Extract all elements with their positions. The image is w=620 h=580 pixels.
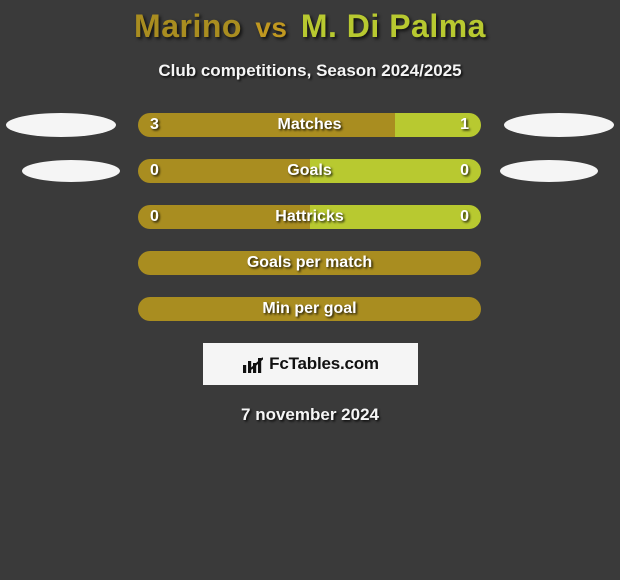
- player2-name: M. Di Palma: [301, 8, 486, 44]
- player-marker-right: [504, 113, 614, 137]
- stat-bar-left-segment: [138, 113, 395, 137]
- brand-text: FcTables.com: [269, 354, 379, 374]
- stat-bar: Goals00: [138, 159, 481, 183]
- stat-bar-left-segment: [138, 251, 481, 275]
- stat-bar: Min per goal: [138, 297, 481, 321]
- player1-name: Marino: [134, 8, 242, 44]
- player-marker-left: [6, 113, 116, 137]
- stat-bar: Matches31: [138, 113, 481, 137]
- stat-bar-left-segment: [138, 205, 310, 229]
- brand-badge: FcTables.com: [203, 343, 418, 385]
- stat-bar-right-segment: [310, 205, 482, 229]
- date-label: 7 november 2024: [0, 405, 620, 425]
- stat-row: Hattricks00: [0, 205, 620, 229]
- stats-rows: Matches31 Goals00 Hattricks00 Goals per mat…: [0, 113, 620, 321]
- stat-bar-left-segment: [138, 159, 310, 183]
- stat-bar-left-segment: [138, 297, 481, 321]
- stat-row: Goals per match: [0, 251, 620, 275]
- stat-bar-right-segment: [310, 159, 482, 183]
- bar-chart-icon: [241, 355, 263, 373]
- stat-bar: Goals per match: [138, 251, 481, 275]
- stat-row: Min per goal: [0, 297, 620, 321]
- stat-row: Matches31: [0, 113, 620, 137]
- stat-bar-right-segment: [395, 113, 481, 137]
- player-marker-right: [500, 160, 598, 182]
- comparison-title: Marino vs M. Di Palma: [0, 0, 620, 45]
- subtitle: Club competitions, Season 2024/2025: [0, 61, 620, 81]
- player-marker-left: [22, 160, 120, 182]
- stat-row: Goals00: [0, 159, 620, 183]
- stat-bar: Hattricks00: [138, 205, 481, 229]
- vs-label: vs: [255, 12, 287, 43]
